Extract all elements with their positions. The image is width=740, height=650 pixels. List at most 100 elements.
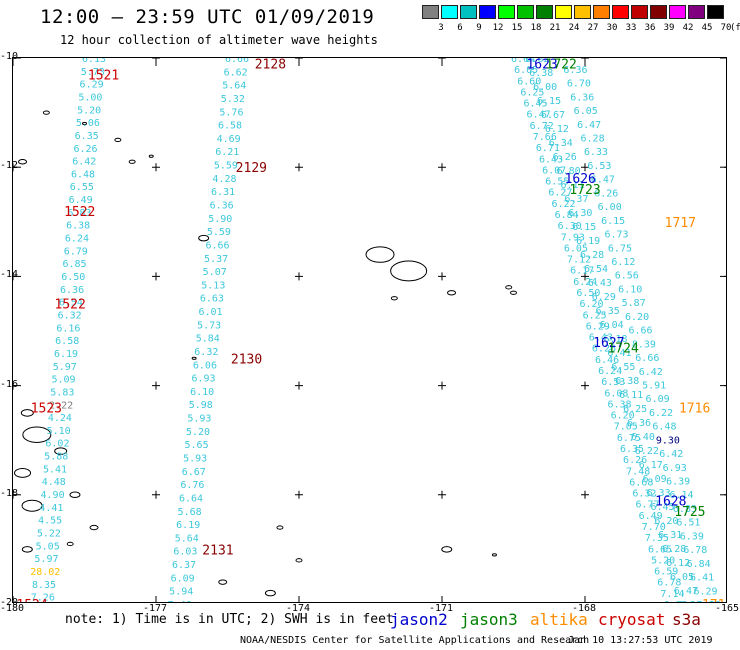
swh-value: 6.07 — [542, 165, 566, 176]
grid-cross — [152, 163, 160, 172]
swh-value: 6.48 — [652, 422, 676, 433]
swh-value: 6.64 — [511, 58, 535, 65]
swh-value: 6.93 — [192, 374, 216, 385]
scale-label: 39 — [663, 23, 675, 33]
swh-value: 7.26 — [31, 593, 55, 603]
swh-value: 8.39 — [632, 339, 656, 350]
island-outline — [82, 121, 87, 126]
swh-value: 5.07 — [203, 267, 227, 278]
swh-value: 6.32 — [632, 489, 656, 500]
time-label-jason2: 1623 — [526, 58, 557, 72]
swh-value: 6.20 — [625, 312, 649, 323]
island-outline — [510, 290, 517, 295]
swh-value: 5.09 — [52, 375, 76, 386]
swh-value: 6.35 — [75, 131, 99, 142]
swh-value: 6.30 — [568, 208, 592, 219]
time-label-jason3: 1723 — [569, 183, 600, 198]
grid-cross — [724, 275, 726, 277]
swh-value: 5.91 — [642, 380, 666, 391]
swh-value: 7.12 — [567, 255, 591, 266]
swh-value: 4.41 — [39, 503, 63, 514]
swh-value: 6.15 — [537, 96, 561, 107]
scale-label: 30 — [606, 23, 618, 33]
swh-value: 6.10 — [618, 284, 642, 295]
scale-swatch — [574, 5, 591, 19]
swh-value: 6.29 — [80, 80, 104, 91]
swh-value: 6.01 — [198, 307, 222, 318]
grid-cross — [152, 381, 160, 390]
swh-value: 5.68 — [178, 507, 202, 518]
swh-value: 6.26 — [553, 152, 577, 163]
swh-value: 6.62 — [224, 67, 248, 78]
swh-value: 6.05 — [574, 106, 598, 117]
swh-value: 5.13 — [201, 280, 225, 291]
swh-value: 6.14 — [670, 490, 694, 501]
swh-value: 5.22 — [37, 529, 61, 540]
swh-value: 5.00 — [78, 92, 102, 103]
swh-value: 6.33 — [584, 147, 608, 158]
swh-value: 6.49 — [69, 195, 93, 206]
swh-value: 6.63 — [200, 294, 224, 305]
island-outline — [66, 541, 74, 547]
swh-value: 5.90 — [208, 214, 232, 225]
swh-value: 6.43 — [589, 333, 613, 344]
swh-value: 5.73 — [197, 320, 221, 331]
swh-value: 6.76 — [180, 480, 204, 491]
map-panel[interactable]: 6.13 5.73 6.29 5.00 5.20 5.06 6.35 6.26 6.42 6.48… — [12, 57, 727, 603]
island-outline — [21, 546, 33, 553]
lon-label: -180 — [0, 603, 25, 614]
grid-cross — [13, 381, 17, 390]
map-canvas[interactable]: 6.135.736.295.005.205.066.356.266.426.48… — [13, 58, 727, 603]
swh-value: 6.60 — [517, 76, 541, 87]
grid-cross — [152, 272, 160, 281]
legend-cryosat: cryosat — [598, 610, 666, 629]
swh-value: 5.76 — [219, 107, 243, 118]
swh-value: 6.31 — [658, 530, 682, 541]
swh-value: 4.55 — [38, 516, 62, 527]
swh-value: 6.56 — [615, 271, 639, 282]
swh-value: 6.41 — [607, 348, 631, 359]
lon-label: -171 — [429, 603, 454, 614]
time-label-cryosat: 1522 — [64, 205, 95, 220]
swh-value: 6.11 — [560, 180, 584, 191]
swh-value: 6.67 — [541, 110, 565, 121]
swh-value: 6.64 — [179, 493, 203, 504]
swh-value: 6.55 — [70, 182, 94, 193]
swh-value: 5.64 — [175, 533, 199, 544]
swh-value: 6.75 — [617, 433, 641, 444]
scale-swatch — [707, 5, 724, 19]
swh-value: 6.36 — [210, 200, 234, 211]
time-label-cryosat: 1521 — [88, 68, 119, 83]
time-label-cryosat: 1524 — [16, 598, 47, 603]
grid-cross — [13, 163, 17, 172]
swh-value: 6.33 — [647, 488, 671, 499]
island-outline — [20, 409, 34, 417]
scale-label: 70 — [720, 23, 732, 33]
swh-value: 6.09 — [646, 394, 670, 405]
swh-value: 5.20 — [186, 427, 210, 438]
swh-value: 9.30 — [656, 435, 680, 446]
swh-value: 6.37 — [564, 194, 588, 205]
units-note: note: 1) Time is in UTC; 2) SWH is in fe… — [65, 612, 394, 627]
swh-value: 6.37 — [172, 560, 196, 571]
swh-value: 6.42 — [72, 157, 96, 168]
swh-value: 6.10 — [190, 387, 214, 398]
swh-value: 5.87 — [622, 298, 646, 309]
island-outline — [365, 246, 395, 263]
swh-value: 6.98 — [664, 600, 688, 603]
swh-value: 5.37 — [204, 254, 228, 265]
swh-value: 6.53 — [587, 161, 611, 172]
swh-value: 5.05 — [36, 541, 60, 552]
scale-swatch — [650, 5, 667, 19]
swh-value: 6.66 — [205, 240, 229, 251]
swh-value: 6.72 — [530, 121, 554, 132]
swh-value: 6.36 — [627, 418, 651, 429]
lat-label: -18 — [0, 487, 19, 499]
swh-value: 6.31 — [211, 187, 235, 198]
grid-cross — [295, 490, 303, 499]
swh-value: 6.75 — [608, 243, 632, 254]
swh-value: 4.69 — [217, 134, 241, 145]
swh-value: 7.14 — [660, 589, 684, 600]
swh-value: 5.32 — [221, 94, 245, 105]
island-outline — [22, 426, 52, 443]
